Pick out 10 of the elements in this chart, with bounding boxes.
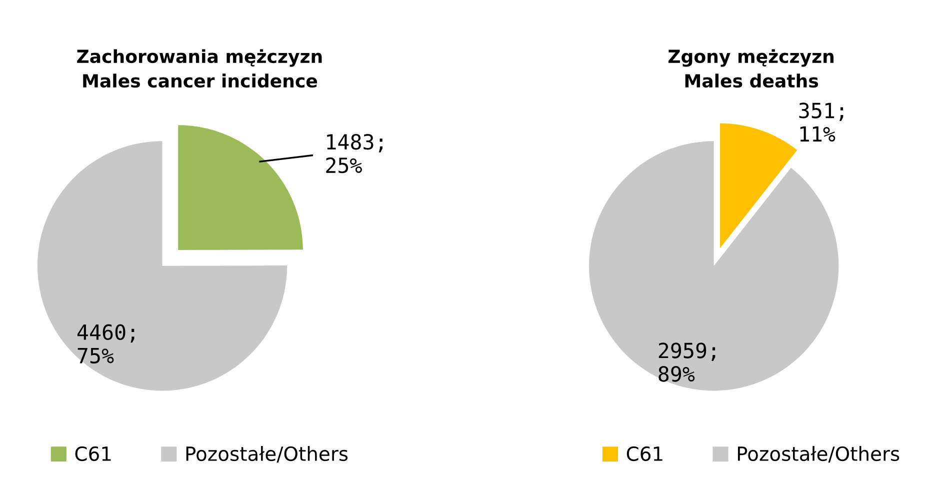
data-label: 1483; 25% [326,134,382,174]
chart-title: Zgony mężczyzn Males deaths [668,49,834,88]
data-label: 4460; 75% [77,324,134,364]
data-label: 351; 11% [799,102,844,142]
legend-label: Pozostałe/Others [738,446,900,463]
legend-label: C61 [75,446,111,462]
legend-label: Pozostałe/Others [186,446,348,463]
chart-title: Zachorowania mężczyzn Males cancer incidence [77,49,322,88]
legend-label: C61 [626,446,662,462]
data-label: 2959; 89% [658,342,716,382]
